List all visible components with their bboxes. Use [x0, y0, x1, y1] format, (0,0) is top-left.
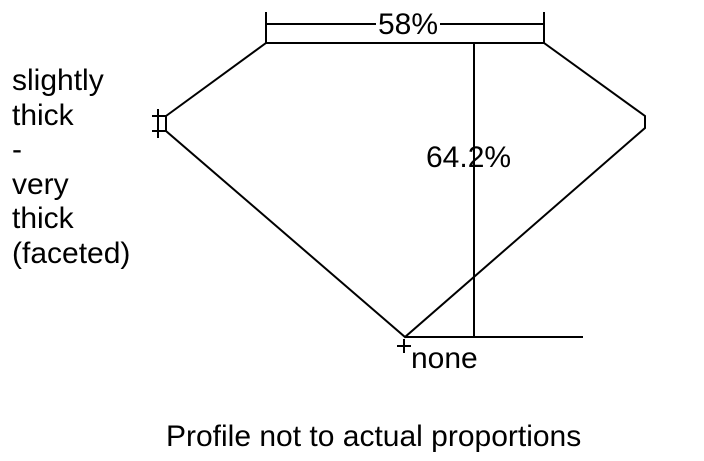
gem-outline: [165, 42, 646, 339]
girdle-label-line: (faceted): [12, 236, 131, 270]
girdle-label: slightly thick - very thick (faceted): [12, 64, 130, 271]
girdle-label-line: thick: [12, 98, 74, 132]
depth-dimension: [405, 43, 583, 338]
proportions-note: Profile not to actual proportions: [166, 420, 582, 453]
total-depth-label: 64.2%: [426, 141, 512, 174]
girdle-marker: [152, 109, 166, 138]
girdle-label-line: slightly: [12, 64, 104, 97]
girdle-label-line: very: [12, 167, 69, 201]
table-width-label: 58%: [376, 8, 441, 41]
girdle-label-line: -: [12, 133, 22, 166]
girdle-label-line: thick: [12, 202, 74, 235]
culet-label: none: [411, 342, 478, 375]
culet-marker: [397, 339, 411, 353]
